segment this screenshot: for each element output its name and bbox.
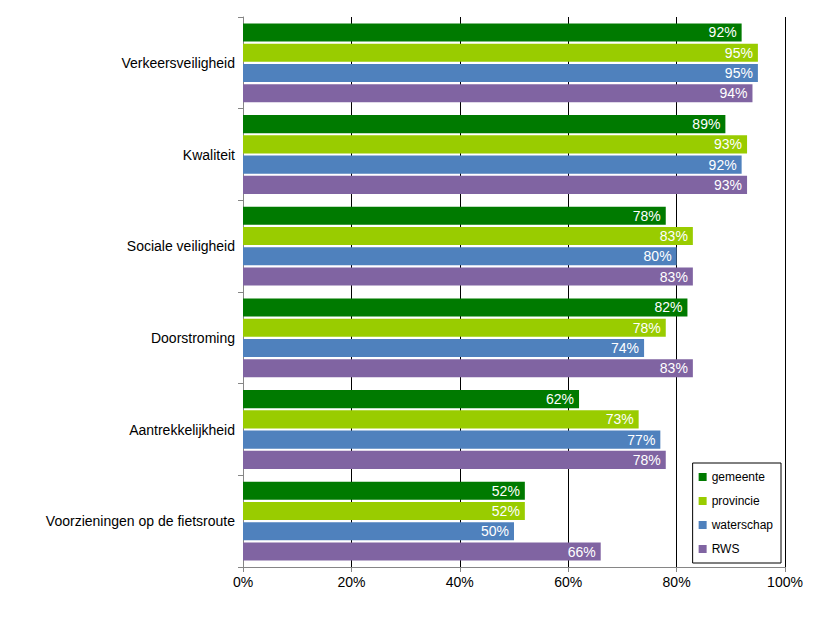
svg-text:100%: 100% — [767, 574, 803, 590]
svg-text:0%: 0% — [233, 574, 253, 590]
svg-text:provincie: provincie — [712, 494, 760, 508]
svg-text:Doorstroming: Doorstroming — [151, 330, 235, 346]
svg-text:83%: 83% — [660, 360, 688, 376]
svg-text:Verkeersveiligheid: Verkeersveiligheid — [121, 55, 235, 71]
svg-text:89%: 89% — [692, 116, 720, 132]
svg-text:RWS: RWS — [712, 542, 740, 556]
svg-text:95%: 95% — [725, 45, 753, 61]
svg-text:Sociale veiligheid: Sociale veiligheid — [127, 238, 235, 254]
svg-text:80%: 80% — [663, 574, 691, 590]
svg-text:83%: 83% — [660, 269, 688, 285]
svg-text:40%: 40% — [446, 574, 474, 590]
svg-text:78%: 78% — [633, 320, 661, 336]
svg-text:50%: 50% — [481, 523, 509, 539]
svg-text:Aantrekkelijkheid: Aantrekkelijkheid — [129, 422, 235, 438]
svg-text:Kwaliteit: Kwaliteit — [183, 147, 235, 163]
svg-text:82%: 82% — [654, 299, 682, 315]
svg-text:waterschap: waterschap — [711, 518, 774, 532]
svg-text:92%: 92% — [709, 24, 737, 40]
svg-text:20%: 20% — [337, 574, 365, 590]
svg-text:93%: 93% — [714, 177, 742, 193]
svg-text:77%: 77% — [627, 432, 655, 448]
svg-text:80%: 80% — [644, 248, 672, 264]
svg-text:60%: 60% — [554, 574, 582, 590]
svg-text:52%: 52% — [492, 483, 520, 499]
svg-text:62%: 62% — [546, 391, 574, 407]
svg-text:95%: 95% — [725, 65, 753, 81]
svg-text:gemeente: gemeente — [712, 470, 766, 484]
svg-text:83%: 83% — [660, 228, 688, 244]
svg-text:52%: 52% — [492, 503, 520, 519]
svg-text:Voorzieningen op de fietsroute: Voorzieningen op de fietsroute — [46, 513, 235, 529]
svg-text:74%: 74% — [611, 340, 639, 356]
svg-text:78%: 78% — [633, 208, 661, 224]
svg-text:92%: 92% — [709, 157, 737, 173]
svg-text:78%: 78% — [633, 452, 661, 468]
svg-text:66%: 66% — [568, 544, 596, 560]
svg-text:94%: 94% — [719, 85, 747, 101]
svg-text:73%: 73% — [606, 411, 634, 427]
svg-text:93%: 93% — [714, 136, 742, 152]
